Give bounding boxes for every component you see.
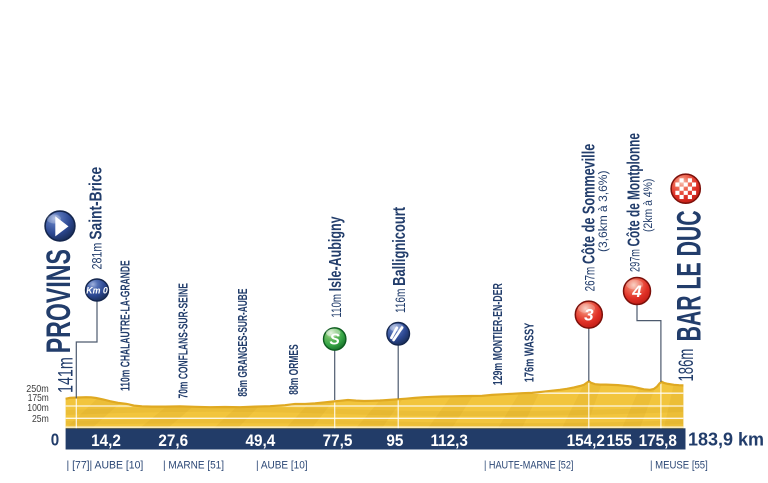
svg-text:77,5: 77,5 <box>323 431 353 450</box>
svg-text:| MEUSE [55]: | MEUSE [55] <box>650 459 708 472</box>
svg-text:175m: 175m <box>28 392 49 404</box>
svg-text:3: 3 <box>584 306 594 325</box>
svg-text:(2km à 4%): (2km à 4%) <box>643 178 656 232</box>
svg-text:| [77]| AUBE [10]: | [77]| AUBE [10] <box>67 459 144 472</box>
svg-text:49,4: 49,4 <box>246 431 276 450</box>
svg-text:297m Côte de Montplonne: 297m Côte de Montplonne <box>624 133 644 272</box>
svg-text:155: 155 <box>607 431 633 450</box>
svg-text:250m: 250m <box>26 383 49 395</box>
svg-text:14,2: 14,2 <box>91 431 121 450</box>
svg-text:267m Côte de Sommeville: 267m Côte de Sommeville <box>579 143 599 291</box>
svg-text:112,3: 112,3 <box>430 431 467 450</box>
svg-text:Km 0: Km 0 <box>86 285 108 295</box>
svg-text:110m CHALAUTRE-LA-GRANDE: 110m CHALAUTRE-LA-GRANDE <box>119 260 133 391</box>
svg-text:| AUBE [10]: | AUBE [10] <box>256 459 308 472</box>
svg-text:25m: 25m <box>32 413 49 425</box>
svg-text:183,9 km: 183,9 km <box>688 430 764 450</box>
svg-text:4: 4 <box>631 282 642 301</box>
svg-text:88m ORMES: 88m ORMES <box>288 344 302 394</box>
svg-text:116m Ballignicourt: 116m Ballignicourt <box>390 206 410 313</box>
svg-text:186m BAR LE DUC: 186m BAR LE DUC <box>671 210 709 381</box>
svg-text:70m CONFLANS-SUR-SEINE: 70m CONFLANS-SUR-SEINE <box>177 283 191 398</box>
svg-text:| MARNE [51]: | MARNE [51] <box>163 459 224 472</box>
svg-text:S: S <box>330 332 341 349</box>
svg-text:281m Saint-Brice: 281m Saint-Brice <box>86 167 106 270</box>
svg-text:154,2: 154,2 <box>567 431 605 450</box>
svg-text:100m: 100m <box>27 402 49 414</box>
svg-text:85m GRANGES-SUR-AUBE: 85m GRANGES-SUR-AUBE <box>236 289 250 397</box>
svg-text:(3,6km à 3,6%): (3,6km à 3,6%) <box>596 171 610 252</box>
svg-text:27,6: 27,6 <box>158 431 188 450</box>
svg-text:129m MONTIER-EN-DER: 129m MONTIER-EN-DER <box>491 283 505 385</box>
svg-text:176m WASSY: 176m WASSY <box>523 322 537 382</box>
svg-text:141m PROVINS: 141m PROVINS <box>41 249 78 393</box>
svg-text:175,8: 175,8 <box>639 431 677 450</box>
svg-text:0: 0 <box>51 429 59 450</box>
svg-text:95: 95 <box>386 431 403 450</box>
svg-text:110m Isle-Aubigny: 110m Isle-Aubigny <box>326 216 346 317</box>
svg-text:| HAUTE-MARNE [52]: | HAUTE-MARNE [52] <box>484 460 574 472</box>
